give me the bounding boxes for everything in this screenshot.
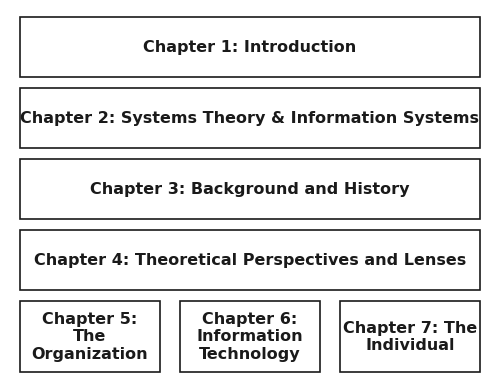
Text: Chapter 7: The
Individual: Chapter 7: The Individual [343,321,477,353]
Text: Chapter 2: Systems Theory & Information Systems: Chapter 2: Systems Theory & Information … [20,111,479,126]
FancyBboxPatch shape [20,159,480,219]
FancyBboxPatch shape [20,17,480,77]
Text: Chapter 1: Introduction: Chapter 1: Introduction [144,40,356,55]
FancyBboxPatch shape [340,301,480,372]
FancyBboxPatch shape [20,230,480,290]
Text: Chapter 5:
The
Organization: Chapter 5: The Organization [32,312,148,362]
Text: Chapter 6:
Information
Technology: Chapter 6: Information Technology [196,312,304,362]
Text: Chapter 3: Background and History: Chapter 3: Background and History [90,182,410,197]
FancyBboxPatch shape [20,88,480,148]
FancyBboxPatch shape [180,301,320,372]
FancyBboxPatch shape [20,301,160,372]
Text: Chapter 4: Theoretical Perspectives and Lenses: Chapter 4: Theoretical Perspectives and … [34,253,466,268]
